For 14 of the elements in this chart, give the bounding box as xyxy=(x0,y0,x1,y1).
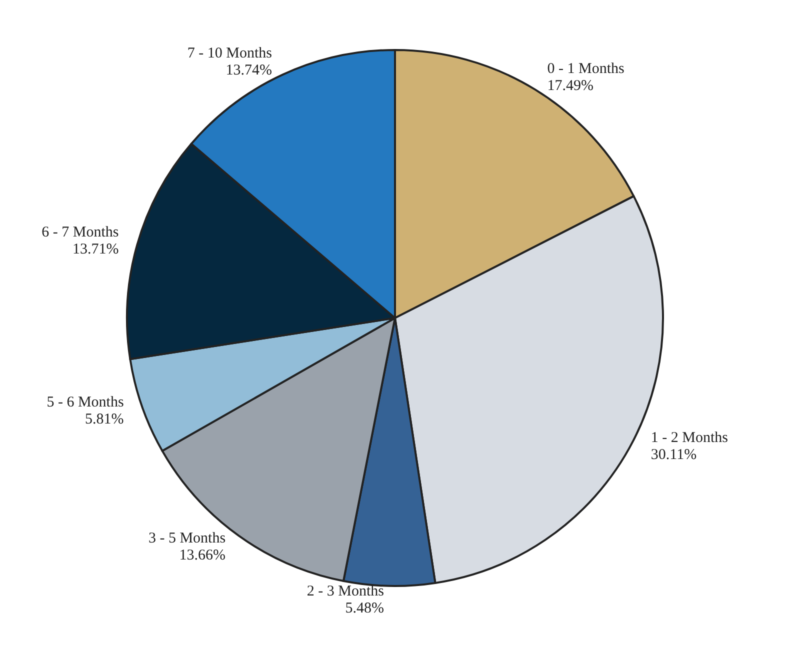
slice-label: 7 - 10 Months xyxy=(187,45,272,62)
data-label: 5.81% xyxy=(85,412,124,428)
data-label: 13.74% xyxy=(226,62,272,78)
slice-label: 5 - 6 Months xyxy=(46,394,124,411)
slice-label: 3 - 5 Months xyxy=(148,530,226,547)
data-label: 17.49% xyxy=(547,78,594,94)
slice-label: 0 - 1 Months xyxy=(547,61,625,78)
data-label: 5.48% xyxy=(345,600,384,616)
data-label: 13.66% xyxy=(179,548,226,564)
data-label: 30.11% xyxy=(650,447,697,464)
slice-label: 6 - 7 Months xyxy=(42,224,119,240)
data-label: 13.71% xyxy=(72,241,119,258)
slice-label: 2 - 3 Months xyxy=(306,583,384,600)
slice-label: 1 - 2 Months xyxy=(650,430,728,446)
